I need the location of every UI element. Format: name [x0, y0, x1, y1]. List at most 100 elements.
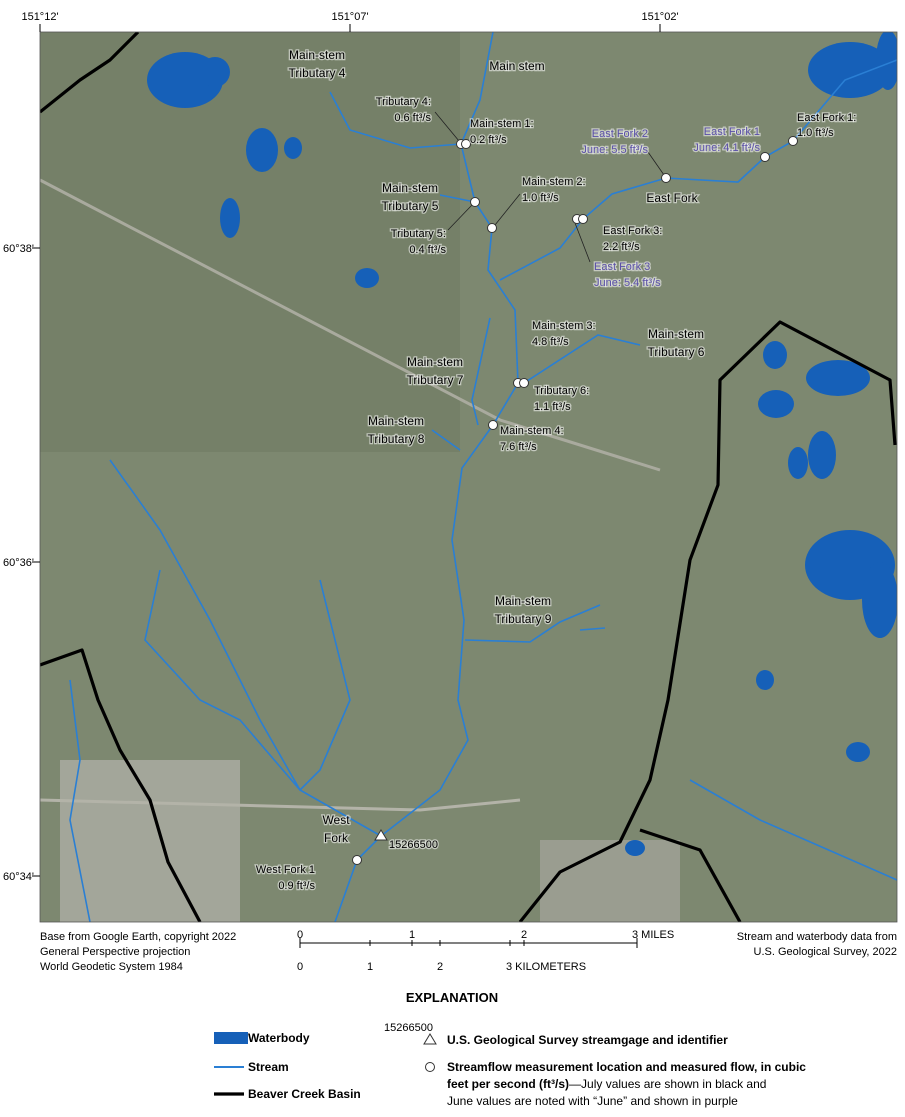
- town: [60, 760, 240, 922]
- label-line: 1.0 ft³/s: [522, 192, 559, 204]
- stream: [431, 429, 461, 451]
- lake: [808, 42, 892, 98]
- label-line: Tributary 7: [407, 373, 464, 387]
- credits: Base from Google Earth, copyright 2022 G…: [40, 931, 897, 973]
- credit: U.S. Geological Survey, 2022: [754, 946, 897, 958]
- graticule: 151°12' 151°07' 151°02' 60°38' 60°36' 60…: [3, 11, 679, 883]
- label-line: Main-stem: [495, 594, 551, 608]
- measurement-point: [578, 214, 588, 224]
- measurement-point: [519, 378, 529, 388]
- label-line: 0.4 ft³/s: [409, 244, 446, 256]
- lake: [758, 390, 794, 418]
- legend-text-part: feet per second (ft³/s): [447, 1077, 569, 1091]
- measurement-point: [461, 139, 471, 149]
- feature-label: East Fork: [646, 191, 698, 205]
- label-line: 1.0 ft³/s: [797, 127, 834, 139]
- label-line: 1.1 ft³/s: [534, 401, 571, 413]
- stream: [144, 569, 301, 791]
- label-line: Tributary 4:: [376, 96, 431, 108]
- lake: [808, 431, 836, 479]
- label-line: 0.9 ft³/s: [278, 880, 315, 892]
- stream: [523, 334, 641, 384]
- measurement-label: Tributary 5: 0.4 ft³/s: [391, 228, 447, 256]
- scale-label: 0: [297, 961, 303, 973]
- basin-line: [40, 32, 140, 114]
- scale-line: [299, 938, 638, 948]
- measurement-point: [760, 152, 770, 162]
- lake: [862, 562, 897, 638]
- lake: [220, 198, 240, 238]
- label-line: East Fork 1:: [797, 112, 856, 124]
- leader: [494, 193, 521, 226]
- scale-label: 2: [521, 929, 527, 941]
- scale-label: 3 KILOMETERS: [506, 961, 586, 973]
- label-line: West: [322, 813, 350, 827]
- stream: [499, 59, 897, 281]
- measurement-point: [352, 855, 362, 865]
- feature-label: Main stem: [489, 59, 544, 73]
- june-label: East Fork 3 June: 5.4 ft³/s: [594, 261, 661, 289]
- waterbody-swatch: [214, 1032, 248, 1044]
- leader: [447, 204, 473, 231]
- measurement-label: West Fork 1 0.9 ft³/s: [256, 864, 316, 892]
- label-line: Main-stem: [382, 181, 438, 195]
- feature-label: Main-stem Tributary 6: [648, 327, 705, 359]
- measurement-symbol: [425, 1062, 435, 1072]
- label-line: Main-stem 4:: [500, 425, 564, 437]
- label-line: Main stem: [489, 59, 544, 73]
- town: [540, 840, 680, 922]
- credit: Base from Google Earth, copyright 2022: [40, 931, 236, 943]
- explanation-title: EXPLANATION: [406, 990, 498, 1005]
- stream: [689, 779, 897, 881]
- leaders: [434, 111, 665, 263]
- label-line: Fork: [324, 831, 349, 845]
- feature-label: Main-stem Tributary 9: [495, 594, 552, 626]
- scale-label: 2: [437, 961, 443, 973]
- label-line: 2.2 ft³/s: [603, 241, 640, 253]
- label-line: East Fork 3:: [603, 225, 662, 237]
- label-line: Main-stem: [407, 355, 463, 369]
- scale-bar: 0 1 2 3 MILES 0 1 2 3 KILOMETERS: [297, 929, 674, 973]
- lake: [763, 341, 787, 369]
- lake: [200, 57, 230, 87]
- basin-line: [40, 648, 202, 922]
- feature-label: West Fork: [322, 813, 350, 845]
- road: [40, 798, 521, 812]
- basin-boundary: [40, 32, 897, 922]
- label-line: Tributary 5: [382, 199, 439, 213]
- lake: [788, 447, 808, 479]
- lake: [756, 670, 774, 690]
- lake: [625, 840, 645, 856]
- waterbodies: [147, 32, 897, 856]
- credit: Stream and waterbody data from: [737, 931, 897, 943]
- road: [40, 178, 661, 472]
- stream: [439, 194, 476, 203]
- forest: [40, 32, 460, 452]
- measurement-point: [788, 136, 798, 146]
- stream: [471, 317, 491, 426]
- latitude-label: 60°38': [3, 243, 34, 255]
- stream: [299, 579, 351, 791]
- legend-text: feet per second (ft³/s)—July values are …: [447, 1077, 766, 1091]
- measurement-label: Main-stem 3: 4.8 ft³/s: [532, 320, 596, 348]
- lake: [846, 742, 870, 762]
- feature-label: Main-stem Tributary 4: [289, 48, 346, 80]
- basin-line: [518, 320, 897, 922]
- measurement-label: East Fork 1: 1.0 ft³/s: [797, 112, 856, 139]
- legend-text: Beaver Creek Basin: [248, 1087, 361, 1101]
- feature-label: Main-stem Tributary 5: [382, 181, 439, 213]
- legend-text: U.S. Geological Survey streamgage and id…: [447, 1033, 728, 1047]
- measurement-points: [352, 136, 798, 865]
- lake: [355, 268, 379, 288]
- credit: General Perspective projection: [40, 946, 190, 958]
- lake: [246, 128, 278, 172]
- credit: World Geodetic System 1984: [40, 961, 183, 973]
- measurement-label: East Fork 3: 2.2 ft³/s: [603, 225, 662, 253]
- leader: [434, 111, 460, 142]
- stream: [69, 679, 91, 922]
- streamgage: [374, 829, 388, 841]
- measurement-point: [488, 420, 498, 430]
- scale-label: 1: [409, 929, 415, 941]
- legend-text: Streamflow measurement location and meas…: [447, 1060, 806, 1074]
